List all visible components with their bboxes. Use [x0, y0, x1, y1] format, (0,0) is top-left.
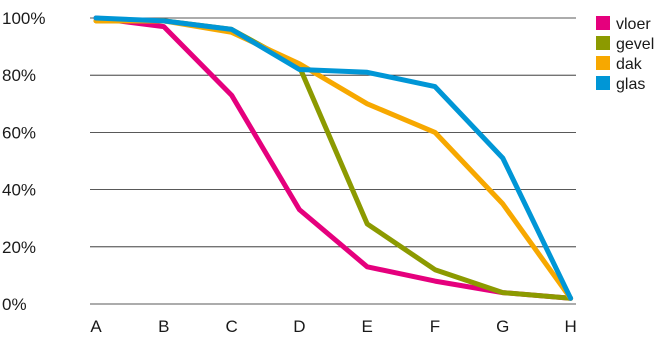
legend-label-vloer: vloer: [616, 16, 651, 33]
y-tick-label: 60%: [2, 123, 36, 142]
legend-swatch-gevel: [596, 36, 610, 50]
y-tick-label: 100%: [2, 9, 45, 28]
x-tick-label: B: [158, 317, 169, 336]
series-line-dak: [93, 18, 574, 301]
y-tick-label: 40%: [2, 181, 36, 200]
series-line-glas: [93, 15, 574, 301]
x-tick-label: C: [225, 317, 237, 336]
x-tick-label: H: [564, 317, 576, 336]
y-tick-label: 0%: [2, 295, 27, 314]
legend-label-gevel: gevel: [616, 36, 654, 53]
legend-label-dak: dak: [616, 56, 643, 73]
gridlines: [90, 17, 576, 305]
x-tick-label: A: [90, 317, 102, 336]
y-axis-ticks: 0% 20% 40% 60% 80% 100%: [2, 9, 45, 314]
series-lines: [93, 15, 574, 301]
legend-label-glas: glas: [616, 76, 645, 93]
legend-swatch-vloer: [596, 16, 610, 30]
x-tick-label: E: [362, 317, 373, 336]
y-tick-label: 20%: [2, 238, 36, 257]
legend-swatch-dak: [596, 56, 610, 70]
x-tick-label: F: [430, 317, 440, 336]
y-tick-label: 80%: [2, 66, 36, 85]
series-line-gevel: [93, 18, 574, 301]
x-tick-label: D: [293, 317, 305, 336]
legend: vloer gevel dak glas: [596, 16, 654, 93]
x-axis-ticks: A B C D E F G H: [90, 317, 576, 336]
x-tick-label: G: [496, 317, 509, 336]
legend-swatch-glas: [596, 76, 610, 90]
